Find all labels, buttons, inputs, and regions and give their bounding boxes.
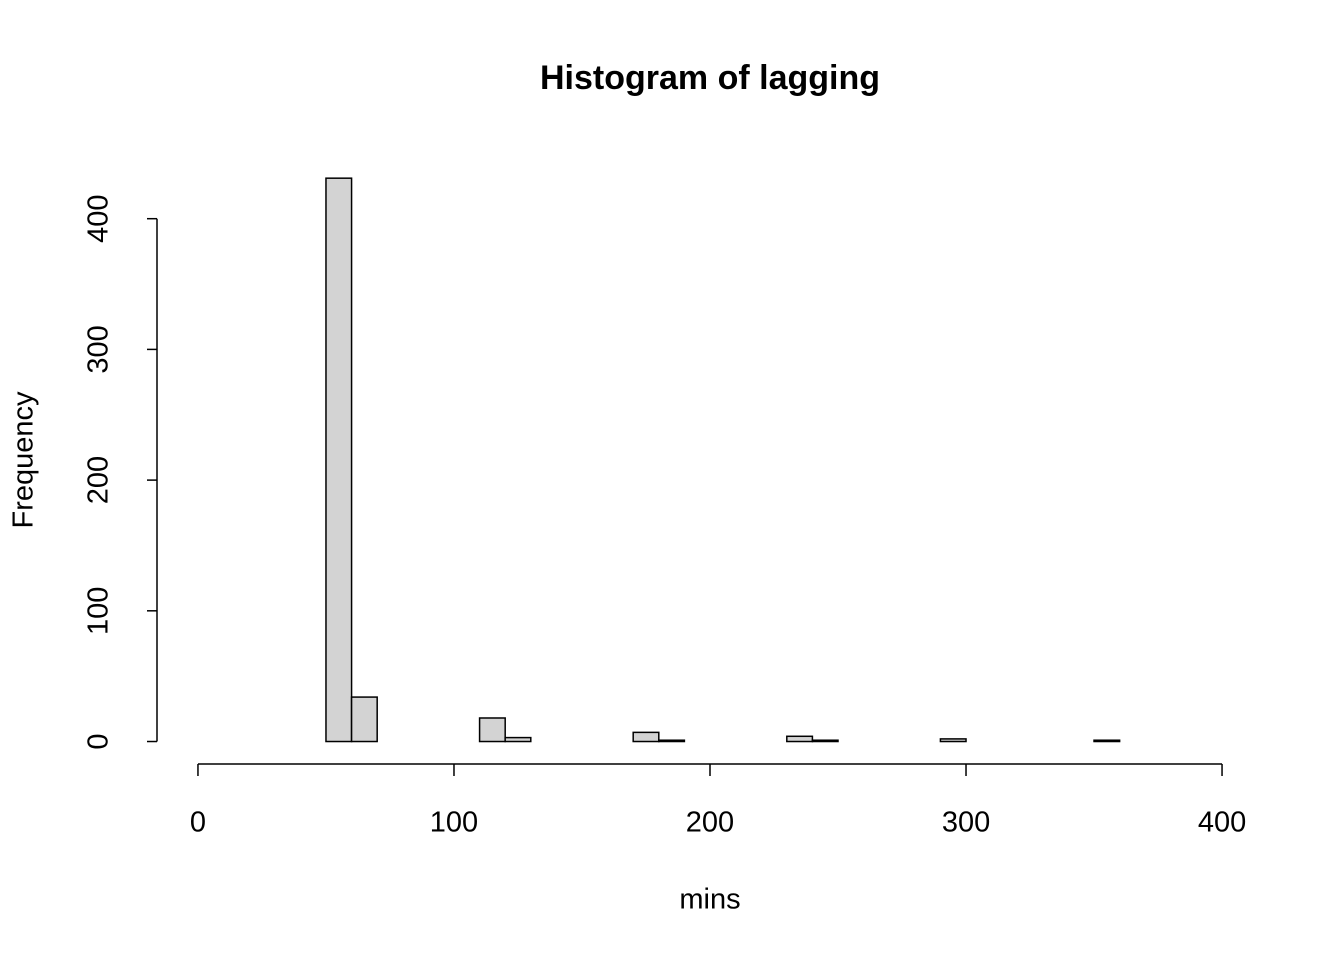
y-tick-label: 0 — [83, 733, 115, 749]
x-axis-label: mins — [679, 884, 740, 916]
bar — [632, 731, 660, 743]
y-tick-label: 200 — [83, 456, 115, 504]
bar — [658, 739, 686, 743]
y-tick-label: 300 — [83, 325, 115, 373]
y-axis-label: Frequency — [8, 391, 40, 529]
x-tick-label: 200 — [686, 807, 734, 839]
chart-title: Histogram of lagging — [540, 59, 880, 97]
bar — [939, 738, 967, 743]
bar — [786, 735, 814, 743]
bar — [350, 696, 378, 743]
x-tick-label: 0 — [190, 807, 206, 839]
bar — [478, 717, 506, 743]
bars — [325, 177, 1121, 743]
bar — [325, 177, 353, 743]
y-tick-label: 400 — [83, 194, 115, 242]
y-tick-label: 100 — [83, 587, 115, 635]
bar — [504, 736, 532, 743]
x-tick-label: 400 — [1198, 807, 1246, 839]
bar — [1093, 739, 1121, 743]
bar — [811, 739, 839, 743]
x-tick-label: 100 — [430, 807, 478, 839]
x-tick-label: 300 — [942, 807, 990, 839]
